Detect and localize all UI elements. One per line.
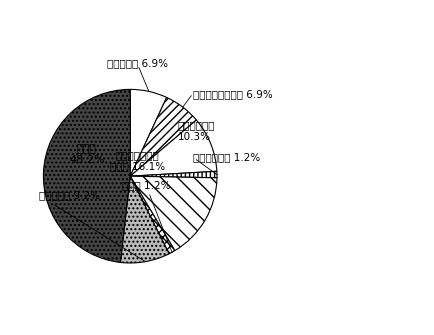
Wedge shape [130,97,196,176]
Wedge shape [130,120,217,176]
Text: 別居の家族・親族 6.9%: 別居の家族・親族 6.9% [193,89,273,99]
Wedge shape [130,89,167,176]
Text: 無回答
48.2%: 無回答 48.2% [69,144,105,165]
Wedge shape [43,89,130,262]
Text: 施設・病院のサ
ービス 16.1%: 施設・病院のサ ービス 16.1% [109,150,165,172]
Text: ボランティア 1.2%: ボランティア 1.2% [193,152,260,162]
Wedge shape [130,176,217,251]
Text: 同居の家族 6.9%: 同居の家族 6.9% [107,58,168,68]
Text: その他 1.2%: その他 1.2% [122,180,170,190]
Text: 分からない 9.2%: 分からない 9.2% [39,190,100,200]
Text: 公的ヘルパー
10.3%: 公的ヘルパー 10.3% [178,120,215,142]
Wedge shape [130,171,217,178]
Wedge shape [130,176,175,254]
Wedge shape [120,176,169,263]
